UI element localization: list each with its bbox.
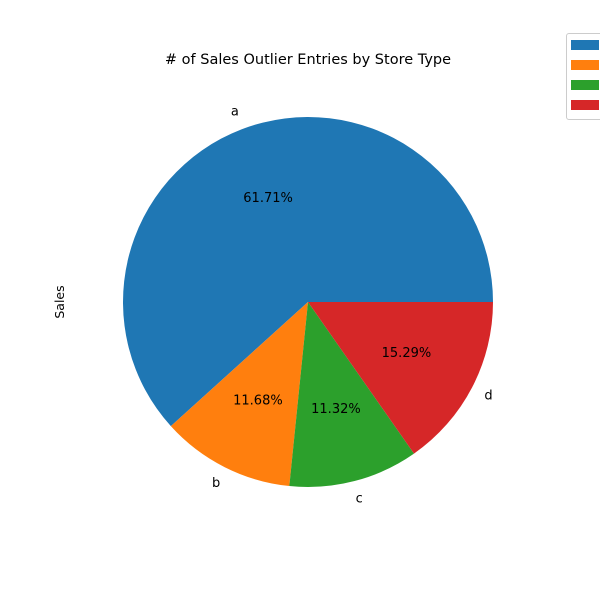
legend-swatch-d xyxy=(571,100,599,110)
y-axis-label: Sales xyxy=(52,285,67,318)
legend-swatch-a xyxy=(571,40,599,50)
slice-label-a: a xyxy=(231,105,239,120)
pie-labels: a 61.71% b 11.68% c 11.32% d 15.29% xyxy=(212,105,493,507)
chart-title: # of Sales Outlier Entries by Store Type xyxy=(165,52,451,68)
slice-percent-a: 61.71% xyxy=(243,191,293,206)
slice-label-d: d xyxy=(484,389,492,404)
legend-swatch-b xyxy=(571,60,599,70)
slice-percent-d: 15.29% xyxy=(382,346,432,361)
slice-label-c: c xyxy=(356,491,363,506)
pie-slice-d xyxy=(308,302,493,454)
pie-slice-b xyxy=(170,302,308,487)
legend-swatch-c xyxy=(571,80,599,90)
pie-slice-a xyxy=(123,116,494,427)
pie-slices xyxy=(123,116,494,487)
slice-percent-b: 11.68% xyxy=(233,394,283,409)
pie-slice-c xyxy=(289,302,414,487)
slice-percent-c: 11.32% xyxy=(311,402,361,417)
slice-label-b: b xyxy=(212,476,220,491)
legend xyxy=(566,33,600,120)
